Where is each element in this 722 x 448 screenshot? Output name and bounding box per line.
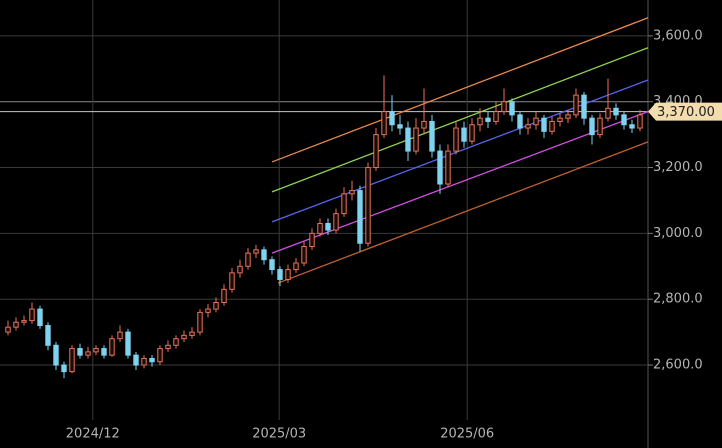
candle-body: [173, 338, 179, 346]
candle-body: [149, 357, 155, 363]
candle-body: [525, 124, 531, 129]
candle-body: [293, 262, 299, 271]
candle-body: [5, 326, 11, 333]
candle-body: [581, 94, 587, 119]
candle-body: [589, 117, 595, 136]
y-tick-label: 3,200.0: [653, 160, 703, 175]
candle-body: [533, 117, 539, 126]
candle-body: [165, 344, 171, 350]
candle-body: [605, 107, 611, 119]
candle-body: [429, 120, 435, 152]
candle-body: [93, 348, 99, 353]
y-tick-label: 3,000.0: [653, 226, 703, 241]
candle-body: [189, 331, 195, 336]
candle-body: [245, 252, 251, 267]
candle-body: [557, 117, 563, 122]
candle-body: [413, 127, 419, 152]
candle-body: [461, 127, 467, 142]
candle-body: [301, 246, 307, 264]
candle-body: [549, 120, 555, 132]
candle-body: [341, 193, 347, 215]
candle-body: [101, 348, 107, 356]
candle-body: [181, 334, 187, 340]
channel-line: [271, 17, 649, 163]
candle-body: [373, 134, 379, 169]
x-tick-label: 2025/03: [252, 427, 306, 442]
candle-body: [109, 338, 115, 356]
candle-body: [453, 127, 459, 152]
x-tick-label: 2024/12: [66, 427, 120, 442]
candle-body: [357, 190, 363, 244]
candle-body: [573, 94, 579, 116]
y-tick-label: 3,600.0: [653, 28, 703, 43]
candle-body: [117, 331, 123, 340]
candle-body: [253, 249, 259, 254]
candle-body: [501, 101, 507, 113]
candle-body: [229, 272, 235, 290]
y-tick-label: 2,800.0: [653, 292, 703, 307]
candle-body: [221, 288, 227, 303]
y-tick-label: 2,600.0: [653, 358, 703, 373]
candle-body: [365, 167, 371, 244]
candle-body: [37, 308, 43, 327]
candle-body: [53, 344, 59, 366]
candle-body: [333, 213, 339, 231]
candle-body: [541, 117, 547, 132]
candle-body: [45, 325, 51, 346]
candle-body: [21, 320, 27, 323]
candle-body: [309, 232, 315, 248]
candle-body: [349, 190, 355, 195]
candle-body: [237, 265, 243, 274]
candle-body: [405, 127, 411, 152]
candle-body: [485, 117, 491, 122]
candle-body: [69, 348, 75, 373]
candle-body: [437, 150, 443, 185]
candle-body: [597, 117, 603, 136]
candle-body: [381, 111, 387, 136]
candle-body: [77, 348, 83, 356]
candle-body: [509, 101, 515, 116]
candle-body: [325, 222, 331, 231]
candle-body: [565, 114, 571, 119]
candle-body: [157, 348, 163, 363]
candle-body: [469, 124, 475, 142]
candle-body: [13, 321, 19, 328]
candle-body: [621, 114, 627, 126]
candle-body: [141, 357, 147, 366]
candle-body: [397, 124, 403, 129]
candle-body: [477, 117, 483, 126]
candle-body: [61, 364, 67, 373]
x-tick-label: 2025/06: [440, 427, 494, 442]
candle-body: [197, 311, 203, 333]
last-price-label: 3,370.00: [657, 105, 715, 120]
candle-body: [613, 107, 619, 116]
candle-body: [445, 150, 451, 185]
candle-body: [637, 114, 643, 129]
candle-body: [421, 120, 427, 129]
candle-body: [493, 111, 499, 122]
channel-line: [271, 47, 649, 193]
candle-body: [213, 301, 219, 310]
candle-body: [269, 259, 275, 271]
candle-body: [285, 269, 291, 280]
candle-body: [389, 111, 395, 126]
candle-body: [277, 269, 283, 280]
candle-body: [629, 124, 635, 129]
candle-body: [261, 249, 267, 261]
candle-body: [517, 114, 523, 129]
candle-body: [133, 354, 139, 366]
candle-body: [85, 351, 91, 356]
last-price-tag: [648, 102, 722, 121]
candle-body: [205, 308, 211, 313]
candle-body: [125, 331, 131, 356]
candle-body: [29, 308, 35, 322]
channel-line: [277, 141, 649, 284]
candle-body: [317, 222, 323, 234]
